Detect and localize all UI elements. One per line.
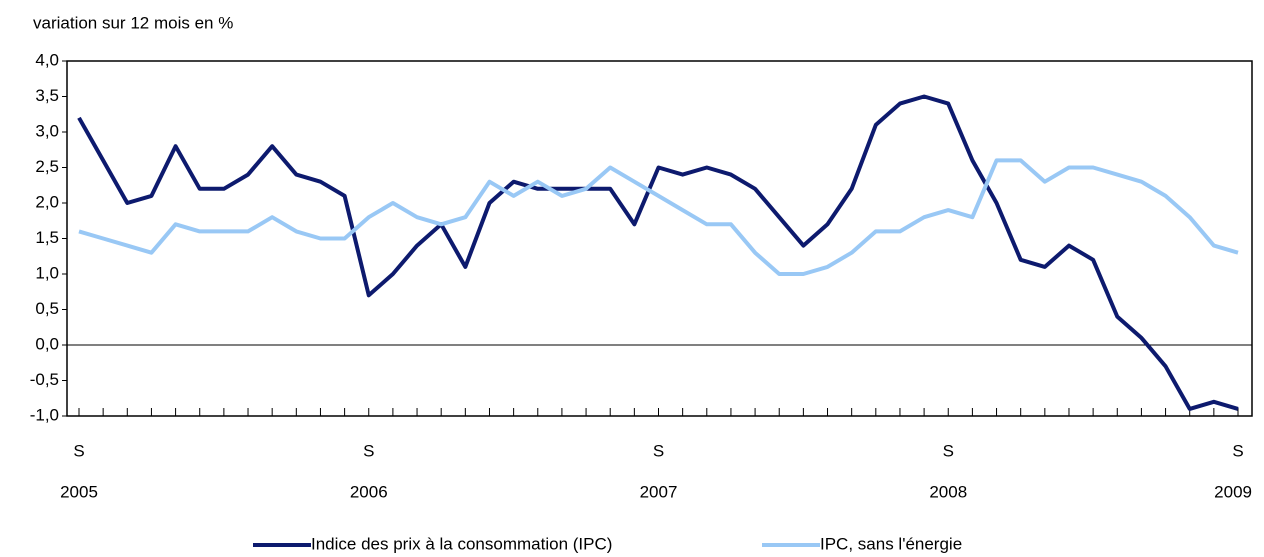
y-tick-label: 3,0 bbox=[35, 121, 59, 140]
year-label: 2008 bbox=[929, 482, 967, 501]
year-label: 2007 bbox=[640, 482, 678, 501]
legend-label: IPC, sans l'énergie bbox=[820, 534, 962, 553]
y-tick-label: 1,0 bbox=[35, 263, 59, 282]
plot-frame bbox=[66, 60, 1253, 417]
x-tick-label: S bbox=[73, 441, 84, 460]
year-label: 2005 bbox=[60, 482, 98, 501]
y-tick-label: 2,0 bbox=[35, 192, 59, 211]
x-tick-label: S bbox=[1232, 441, 1243, 460]
year-label: 2009 bbox=[1214, 482, 1252, 501]
y-tick-label: 0,0 bbox=[35, 334, 59, 353]
y-tick-label: 4,0 bbox=[35, 50, 59, 69]
axis-title: variation sur 12 mois en % bbox=[33, 13, 233, 32]
legend-label: Indice des prix à la consommation (IPC) bbox=[311, 534, 612, 553]
x-tick-label: S bbox=[363, 441, 374, 460]
y-tick-label: 1,5 bbox=[35, 228, 59, 247]
y-tick-label: 0,5 bbox=[35, 299, 59, 318]
series-line bbox=[77, 94, 1239, 411]
y-tick-label: -0,5 bbox=[30, 370, 59, 389]
x-tick-label: S bbox=[943, 441, 954, 460]
y-tick-label: 2,5 bbox=[35, 157, 59, 176]
y-tick-label: -1,0 bbox=[30, 405, 59, 424]
year-label: 2006 bbox=[350, 482, 388, 501]
series-line bbox=[78, 158, 1239, 276]
y-tick-label: 3,5 bbox=[35, 86, 59, 105]
x-tick-label: S bbox=[653, 441, 664, 460]
